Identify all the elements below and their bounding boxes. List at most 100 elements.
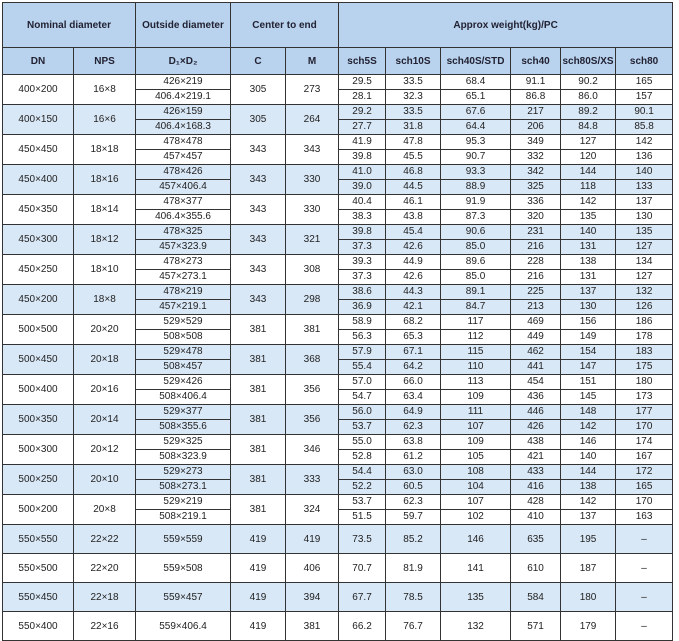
cell-value: 142 — [579, 496, 597, 507]
split-cell: 142 137 — [560, 494, 617, 525]
cell-value: 91.1 — [525, 76, 546, 87]
cell: 187 — [560, 553, 617, 583]
cell-value: 63.4 — [386, 389, 441, 404]
cell-value: 38.3 — [339, 209, 386, 224]
cell-value: 142 — [635, 136, 653, 147]
split-cell: 529×426 508×406.4 — [135, 374, 232, 405]
cell: 381 — [230, 314, 287, 345]
cell-value: 85.8 — [616, 119, 673, 134]
cell: 18×14 — [72, 194, 137, 225]
split-cell: 90.2 86.0 — [560, 74, 617, 105]
split-cell: 478×377 406.4×355.6 — [135, 194, 232, 225]
split-cell: 142 135 — [560, 194, 617, 225]
cell-value: 55.4 — [339, 359, 386, 374]
split-cell: 151 145 — [560, 374, 617, 405]
cell-value: 107 — [467, 496, 484, 507]
split-cell: 142 136 — [615, 134, 674, 165]
cell: 179 — [560, 611, 617, 641]
cell: – — [615, 611, 674, 641]
cell: 18×10 — [72, 254, 137, 285]
cell-value: 85.0 — [441, 269, 511, 284]
cell-value: 529×219 — [163, 496, 203, 507]
cell: – — [615, 524, 674, 554]
split-cell: 144 118 — [560, 164, 617, 195]
cell-value: 180 — [635, 376, 653, 387]
split-cell: 135 127 — [615, 224, 674, 255]
cell: 419 — [230, 582, 287, 612]
cell: 180 — [560, 582, 617, 612]
cell-value: 178 — [616, 329, 673, 344]
table-row: 450×300 18×12 478×325 457×323.9 343 321 39.8 37… — [2, 224, 674, 255]
cell: 343 — [230, 194, 287, 225]
cell-value: 110 — [441, 359, 511, 374]
cell: 419 — [285, 524, 340, 554]
split-cell: 91.1 86.8 — [510, 74, 562, 105]
cell-value: 130 — [561, 299, 616, 314]
cell-value: 56.3 — [339, 329, 386, 344]
table-row: 500×250 20×10 529×273 508×273.1 381 333 54.4 52… — [2, 464, 674, 495]
table-row: 500×400 20×16 529×426 508×406.4 381 356 57.0 54… — [2, 374, 674, 405]
cell: 559×406.4 — [135, 611, 232, 641]
split-cell: 29.2 27.7 — [338, 104, 387, 135]
split-cell: 38.6 36.9 — [338, 284, 387, 315]
cell-value: 29.2 — [352, 106, 372, 117]
cell-value: 127 — [616, 239, 673, 254]
cell: 450×400 — [2, 164, 74, 195]
cell: 500×200 — [2, 494, 74, 525]
table-row: 500×300 20×12 529×325 508×323.9 381 346 55.0 52… — [2, 434, 674, 465]
cell-value: 36.9 — [339, 299, 386, 314]
cell-value: 433 — [527, 466, 544, 477]
cell-value: 478×273 — [163, 256, 203, 267]
cell-value: 68.4 — [465, 76, 486, 87]
cell: 400×150 — [2, 104, 74, 135]
table-row: 450×350 18×14 478×377 406.4×355.6 343 330 40.4… — [2, 194, 674, 225]
cell: 343 — [230, 164, 287, 195]
split-cell: 39.3 37.3 — [338, 254, 387, 285]
cell: 381 — [230, 374, 287, 405]
cell: 381 — [285, 611, 340, 641]
column-header: sch80 — [615, 47, 674, 75]
cell-value: 508×273.1 — [136, 479, 231, 494]
cell-value: 508×508 — [136, 329, 231, 344]
cell-value: 149 — [561, 329, 616, 344]
split-cell: 342 325 — [510, 164, 562, 195]
cell: 343 — [285, 134, 340, 165]
cell-value: 529×478 — [163, 346, 203, 357]
cell: 500×450 — [2, 344, 74, 375]
split-cell: 428 410 — [510, 494, 562, 525]
cell-value: 426×219 — [163, 76, 203, 87]
table-row: 450×450 18×18 478×478 457×457 343 343 41.9 39.8… — [2, 134, 674, 165]
cell-value: 173 — [616, 389, 673, 404]
split-cell: 45.4 42.6 — [385, 224, 442, 255]
split-cell: 146 140 — [560, 434, 617, 465]
cell-value: 177 — [635, 406, 653, 417]
group-header: Nominal diameter — [1, 2, 137, 48]
cell-value: 133 — [616, 179, 673, 194]
split-cell: 132 126 — [615, 284, 674, 315]
cell-value: 42.6 — [386, 269, 441, 284]
cell: 356 — [285, 404, 340, 435]
split-cell: 349 332 — [510, 134, 562, 165]
cell-value: 421 — [511, 449, 561, 464]
split-cell: 529×529 508×508 — [135, 314, 232, 345]
cell-value: 63.0 — [403, 466, 423, 477]
cell-value: 42.6 — [386, 239, 441, 254]
cell-value: 167 — [616, 449, 673, 464]
cell-value: 89.6 — [465, 256, 486, 267]
cell-value: 113 — [467, 376, 484, 387]
split-cell: 137 130 — [615, 194, 674, 225]
split-cell: 66.0 63.4 — [385, 374, 442, 405]
split-cell: 228 216 — [510, 254, 562, 285]
split-cell: 426×159 406.4×168.3 — [135, 104, 232, 135]
table-row: 550×400 22×16 559×406.4 419 381 66.2 76.7 132 57… — [2, 611, 674, 641]
cell: 394 — [285, 582, 340, 612]
cell-value: 90.6 — [465, 226, 486, 237]
cell: 20×10 — [72, 464, 137, 495]
cell-value: 85.0 — [441, 239, 511, 254]
cell: 22×16 — [72, 611, 137, 641]
cell-value: 457×323.9 — [136, 239, 231, 254]
cell: 406 — [285, 553, 340, 583]
cell: 18×12 — [72, 224, 137, 255]
split-cell: 454 436 — [510, 374, 562, 405]
